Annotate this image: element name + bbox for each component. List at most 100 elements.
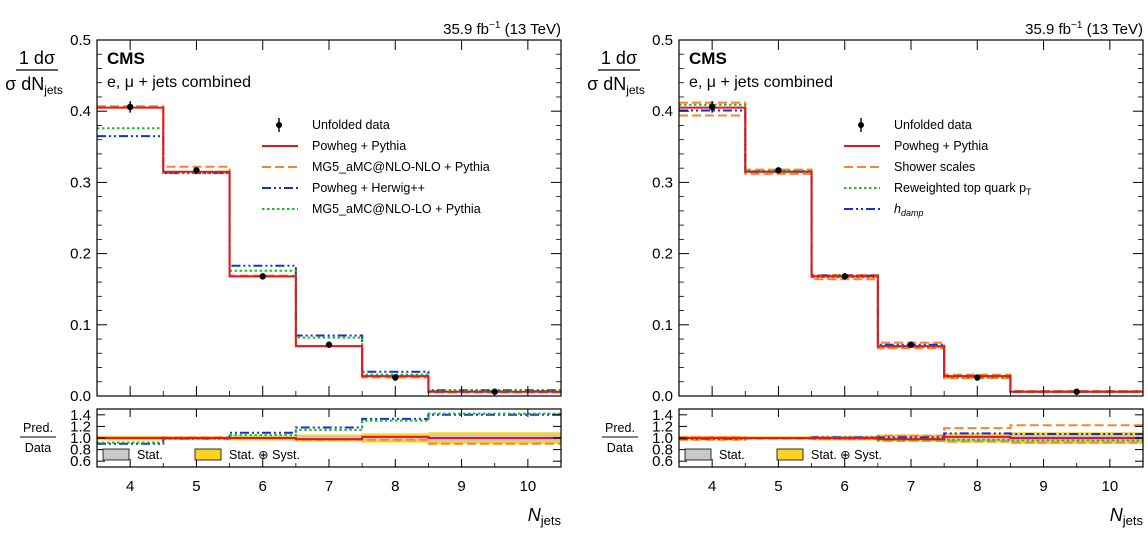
chart-panel-2: 0.0 0.1 0.2 0.3 0.4 0.5 0.60.81.01.21.4 4 5 6 7 8 9 1…: [587, 20, 1144, 528]
data-point-4: [392, 374, 399, 381]
ytick-label: 0.3: [652, 174, 673, 191]
data-point-3: [325, 341, 333, 348]
series-line-0: [679, 106, 1143, 393]
xtick-label: 9: [457, 478, 465, 495]
band-legend-stat-label: Stat.: [137, 448, 163, 462]
band-legend: Stat. Stat. ⊕ Syst.: [102, 448, 300, 462]
stat-band-4: [362, 435, 429, 441]
xtick-label: 8: [973, 478, 981, 495]
legend-label-text: Reweighted top quark p: [894, 181, 1026, 195]
ytick-label: 0.3: [70, 174, 91, 191]
ratio-ytick-label: 0.8: [652, 442, 673, 459]
y-axis-label: 1 dσ σ dNjets: [5, 48, 63, 97]
band-legend-syst-swatch: [776, 448, 804, 461]
band-legend-stat-swatch: [684, 448, 712, 461]
luminosity-value: 35.9 fb: [443, 21, 489, 38]
x-axis-label: Njets: [528, 505, 562, 528]
legend-label-0: Unfolded data: [894, 118, 972, 132]
xtick-label: 7: [325, 478, 333, 495]
ytick-label: 0.1: [70, 317, 91, 334]
data-point-0: [126, 103, 134, 111]
ylabel-bottom-sub: jets: [625, 83, 645, 97]
channel-label: e, μ + jets combined: [107, 74, 251, 91]
xtick-label: 4: [708, 478, 716, 495]
legend-label-text: h: [894, 202, 901, 216]
ytick-label: 0.0: [652, 388, 673, 405]
xlabel-sub: jets: [1122, 513, 1144, 528]
ylabel-bottom: σ dNjets: [5, 74, 63, 97]
legend-label-3: Reweighted top quark pT: [894, 181, 1032, 197]
band-legend-stat-swatch: [102, 448, 130, 461]
legend-label-text: MG5_aMC@NLO-LO + Pythia: [312, 202, 481, 216]
ratio-ytick-label: 1.0: [652, 430, 673, 447]
chart-panel-1: 0.0 0.1 0.2 0.3 0.4 0.5 0.60.81.01.21.4 4 5 6 7 8 9 1…: [5, 20, 562, 528]
ratio-ytick-label: 1.2: [70, 418, 91, 435]
xtick-label: 4: [126, 478, 134, 495]
legend-marker-data-dot: [858, 122, 864, 128]
ytick-label: 0.2: [652, 246, 673, 263]
ratio-label-top: Pred.: [23, 421, 53, 435]
legend-label-text: Powheg + Herwig++: [312, 181, 425, 195]
stat-band-4: [944, 435, 1011, 441]
data-point-2: [259, 273, 266, 280]
data-point-0: [708, 103, 716, 111]
xlabel-main: N: [528, 505, 542, 525]
main-content: [679, 101, 1143, 395]
x-axis-label: Njets: [1110, 505, 1144, 528]
xtick-label: 10: [1102, 478, 1119, 495]
ytick-label: 0.1: [652, 317, 673, 334]
ratio-label-top: Pred.: [605, 421, 635, 435]
ylabel-top: 1 dσ: [601, 48, 637, 68]
luminosity-label: 35.9 fb−1 (13 TeV): [1025, 20, 1143, 38]
data-point-1: [193, 167, 200, 174]
xtick-label: 5: [774, 478, 782, 495]
legend-label-4: hdamp: [894, 202, 923, 218]
legend: Unfolded data Powheg + Pythia Shower scale…: [844, 118, 1032, 218]
legend-label-3: Powheg + Herwig++: [312, 181, 425, 195]
xtick-label: 10: [520, 478, 537, 495]
xlabel-main: N: [1110, 505, 1124, 525]
ylabel-bottom-main: σ dN: [587, 74, 626, 94]
channel-label: e, μ + jets combined: [689, 74, 833, 91]
band-legend-stat-label: Stat.: [719, 448, 745, 462]
ytick-label: 0.5: [70, 32, 91, 49]
legend-label-text: MG5_aMC@NLO-NLO + Pythia: [312, 160, 490, 174]
legend-label-0: Unfolded data: [312, 118, 390, 132]
ytick-label: 0.4: [70, 103, 91, 120]
legend-label-2: Shower scales: [894, 160, 975, 174]
ratio-content: [97, 412, 561, 445]
ratio-label-bottom: Data: [607, 441, 633, 455]
ratio-axis-label: Pred. Data: [20, 421, 56, 455]
band-legend-syst-swatch: [194, 448, 222, 461]
band-legend: Stat. Stat. ⊕ Syst.: [684, 448, 882, 462]
ratio-ytick-label: 1.2: [652, 418, 673, 435]
ylabel-bottom-sub: jets: [43, 83, 63, 97]
series-line-2: [679, 114, 1143, 394]
energy-label: (13 TeV): [1082, 21, 1143, 38]
series-line-2: [97, 135, 561, 392]
experiment-label: CMS: [689, 49, 727, 68]
legend-label-1: Powheg + Pythia: [312, 139, 406, 153]
xlabel-sub: jets: [540, 513, 562, 528]
legend-label-4: MG5_aMC@NLO-LO + Pythia: [312, 202, 481, 216]
ytick-label: 0.2: [70, 246, 91, 263]
ratio-ytick-label: 1.4: [652, 407, 673, 424]
ratio-line-3: [97, 412, 561, 444]
legend-label-sub: T: [1026, 187, 1032, 197]
ratio-ytick-label: 0.6: [652, 453, 673, 470]
ytick-label: 0.0: [70, 388, 91, 405]
ratio-content: [679, 424, 1143, 444]
ratio-ytick-label: 0.6: [70, 453, 91, 470]
ratio-axis-label: Pred. Data: [602, 421, 638, 455]
xtick-label: 6: [841, 478, 849, 495]
luminosity-exponent: −1: [1071, 20, 1083, 31]
data-point-1: [775, 167, 782, 174]
data-point-3: [907, 341, 915, 348]
legend-label-text: Powheg + Pythia: [894, 139, 988, 153]
ylabel-bottom-main: σ dN: [5, 74, 44, 94]
ratio-ytick-label: 1.4: [70, 407, 91, 424]
series-line-0: [97, 106, 561, 393]
ratio-line-0: [679, 435, 1143, 441]
xtick-label: 6: [259, 478, 267, 495]
